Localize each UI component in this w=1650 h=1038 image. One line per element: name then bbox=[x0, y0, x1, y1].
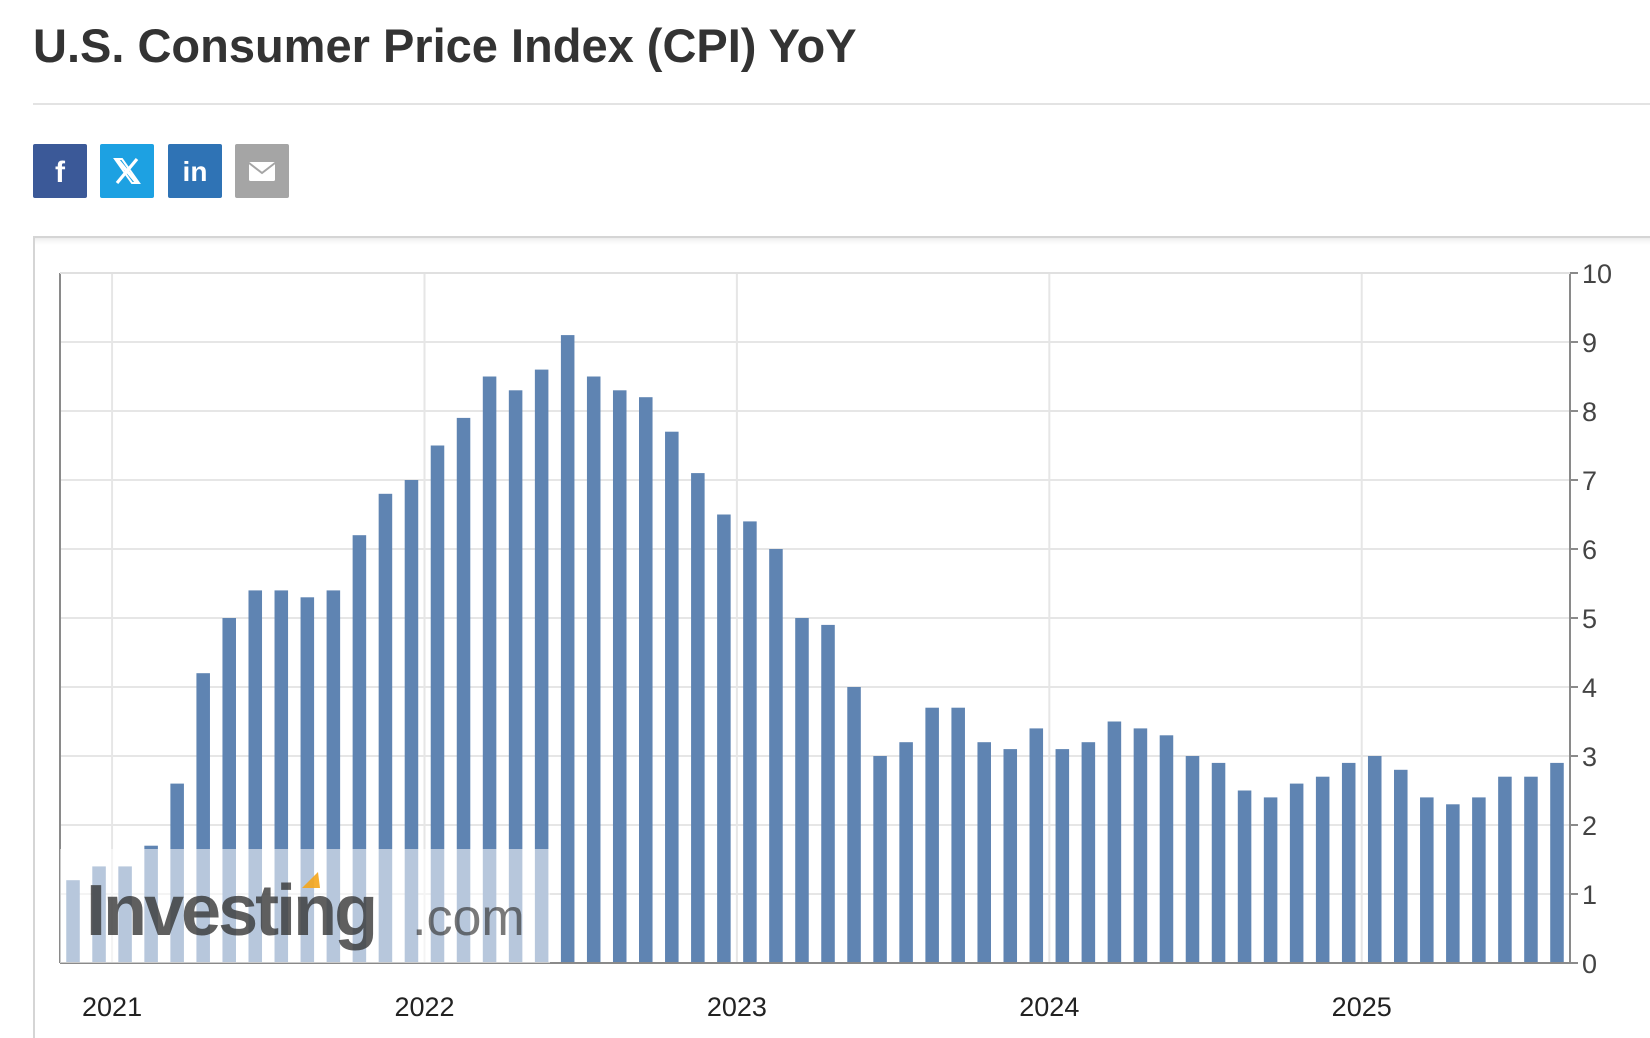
bar bbox=[1055, 749, 1070, 963]
y-tick-label: 9 bbox=[1582, 328, 1597, 358]
y-tick-label: 3 bbox=[1582, 742, 1597, 772]
y-tick-label: 0 bbox=[1582, 949, 1597, 979]
bar bbox=[665, 431, 679, 963]
x-tick-label: 2021 bbox=[82, 992, 142, 1022]
x-twitter-icon bbox=[113, 157, 141, 185]
bar bbox=[1185, 756, 1200, 963]
bar bbox=[1550, 762, 1564, 963]
y-tick-label: 10 bbox=[1582, 259, 1612, 289]
y-tick-label: 5 bbox=[1582, 604, 1597, 634]
bar bbox=[1420, 797, 1434, 963]
linkedin-icon: in bbox=[183, 156, 208, 187]
bar bbox=[1237, 790, 1252, 963]
y-tick-label: 2 bbox=[1582, 811, 1597, 841]
chart-container bbox=[33, 236, 1650, 1038]
bar bbox=[691, 473, 705, 963]
linkedin-share-button[interactable]: in bbox=[168, 144, 222, 198]
svg-text:f: f bbox=[55, 156, 66, 189]
bar bbox=[873, 756, 887, 963]
bar bbox=[769, 549, 783, 963]
bar bbox=[899, 742, 913, 963]
bar bbox=[847, 687, 861, 963]
x-tick-label: 2024 bbox=[1019, 992, 1079, 1022]
bar bbox=[1159, 735, 1174, 963]
bar bbox=[1524, 776, 1538, 963]
bar bbox=[1367, 756, 1382, 963]
bar bbox=[717, 514, 731, 963]
bar bbox=[1394, 769, 1408, 963]
bar bbox=[1498, 776, 1512, 963]
y-tick-label: 8 bbox=[1582, 397, 1597, 427]
bar bbox=[1446, 804, 1460, 963]
bar bbox=[743, 521, 757, 963]
svg-text:in: in bbox=[183, 156, 208, 187]
bar bbox=[1211, 762, 1226, 963]
x-tick-label: 2022 bbox=[394, 992, 454, 1022]
bar bbox=[977, 742, 991, 963]
bar bbox=[1133, 728, 1148, 963]
envelope-icon bbox=[248, 162, 276, 181]
svg-text:Investing: Investing bbox=[86, 871, 375, 951]
bar bbox=[1081, 742, 1096, 963]
watermark-backdrop bbox=[60, 849, 550, 963]
svg-text:.com: .com bbox=[412, 889, 525, 947]
bar bbox=[430, 445, 445, 963]
bar bbox=[1029, 728, 1044, 963]
bar bbox=[925, 707, 939, 963]
bar bbox=[378, 493, 393, 963]
email-share-button[interactable] bbox=[235, 144, 289, 198]
bar bbox=[612, 390, 627, 963]
bar bbox=[821, 624, 835, 963]
x-tick-label: 2023 bbox=[707, 992, 767, 1022]
bar bbox=[586, 376, 601, 963]
bar bbox=[1472, 797, 1486, 963]
bar bbox=[1289, 783, 1304, 963]
facebook-icon: f bbox=[55, 156, 66, 189]
investing-logo: Investing .com bbox=[86, 871, 525, 951]
bar bbox=[534, 369, 549, 964]
bar bbox=[951, 707, 965, 963]
bar bbox=[456, 417, 471, 963]
bar bbox=[508, 390, 523, 963]
bar bbox=[1315, 776, 1330, 963]
bar bbox=[1107, 721, 1122, 963]
x-tick-label: 2025 bbox=[1332, 992, 1392, 1022]
bar bbox=[1341, 762, 1356, 963]
bar bbox=[1003, 749, 1018, 963]
facebook-share-button[interactable]: f bbox=[33, 144, 87, 198]
y-tick-label: 6 bbox=[1582, 535, 1597, 565]
bar bbox=[560, 335, 575, 964]
y-tick-label: 1 bbox=[1582, 880, 1597, 910]
bar bbox=[639, 397, 653, 963]
page-title: U.S. Consumer Price Index (CPI) YoY bbox=[33, 19, 857, 72]
x-share-button[interactable] bbox=[100, 144, 154, 198]
y-tick-label: 4 bbox=[1582, 673, 1597, 703]
bar bbox=[795, 618, 809, 963]
bar bbox=[1263, 797, 1278, 963]
y-tick-label: 7 bbox=[1582, 466, 1597, 496]
bar bbox=[404, 480, 419, 963]
bar bbox=[482, 376, 497, 963]
title-divider bbox=[33, 103, 1650, 105]
